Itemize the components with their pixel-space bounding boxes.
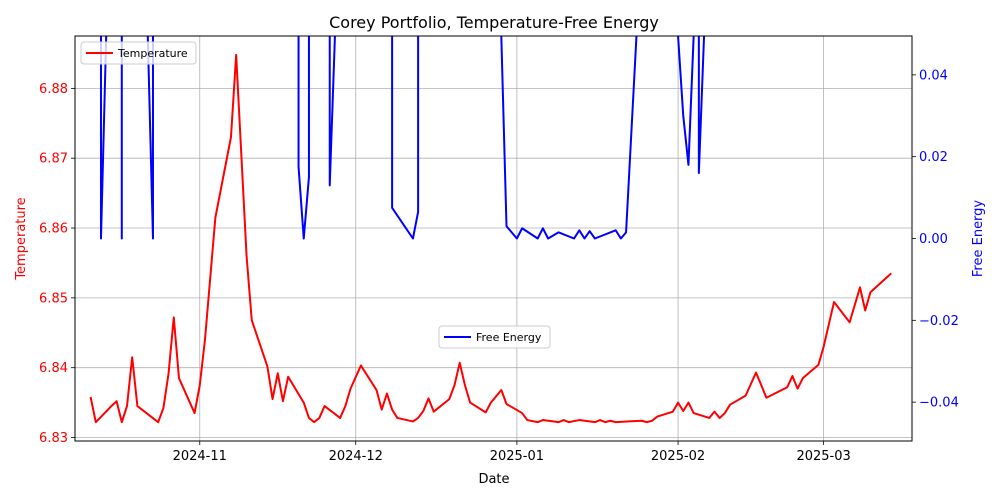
- x-tick-label: 2024-12: [329, 449, 383, 464]
- right-tick-label: 0.04: [919, 68, 948, 83]
- left-tick-label: 6.85: [39, 291, 68, 306]
- axes: 2024-11 2024-12 2025-01 2025-02 2025-03 6.83 6…: [39, 68, 959, 464]
- right-tick-label: −0.04: [919, 396, 959, 411]
- legend-temperature-box: [80, 41, 197, 65]
- x-tick-label: 2025-03: [796, 449, 850, 464]
- right-tick-label: −0.02: [919, 314, 959, 329]
- x-tick-label: 2025-01: [490, 449, 544, 464]
- series-layer: [89, 36, 892, 424]
- right-axis-label: Free Energy: [971, 200, 986, 278]
- free-energy-line: [677, 36, 695, 166]
- right-tick-label: 0.00: [919, 232, 948, 247]
- free-energy-line: [297, 36, 310, 240]
- free-energy-line: [146, 36, 154, 240]
- free-energy-line: [500, 36, 638, 240]
- left-tick-label: 6.83: [39, 431, 68, 446]
- grid: [75, 36, 912, 441]
- legend-free-energy: Free Energy: [438, 325, 551, 349]
- x-axis-label: Date: [478, 472, 509, 487]
- legend-temperature-label: Temperature: [117, 47, 188, 60]
- x-tick-label: 2025-02: [651, 449, 705, 464]
- left-axis-label: Temperature: [14, 197, 29, 280]
- left-tick-label: 6.84: [39, 361, 68, 376]
- chart-title: Corey Portfolio, Temperature-Free Energy: [329, 13, 659, 32]
- legend-temperature: Temperature: [80, 41, 197, 65]
- right-tick-label: 0.02: [919, 150, 948, 165]
- left-tick-label: 6.88: [39, 82, 68, 97]
- left-tick-label: 6.87: [39, 152, 68, 167]
- x-tick-label: 2024-11: [173, 449, 227, 464]
- legend-free-energy-box: [438, 325, 551, 349]
- temperature-line: [89, 53, 892, 424]
- free-energy-line: [391, 36, 420, 240]
- free-energy-line: [697, 36, 706, 175]
- free-energy-line: [99, 36, 108, 240]
- left-tick-label: 6.86: [39, 222, 68, 237]
- free-energy-line: [328, 36, 336, 187]
- legend-free-energy-label: Free Energy: [476, 331, 542, 344]
